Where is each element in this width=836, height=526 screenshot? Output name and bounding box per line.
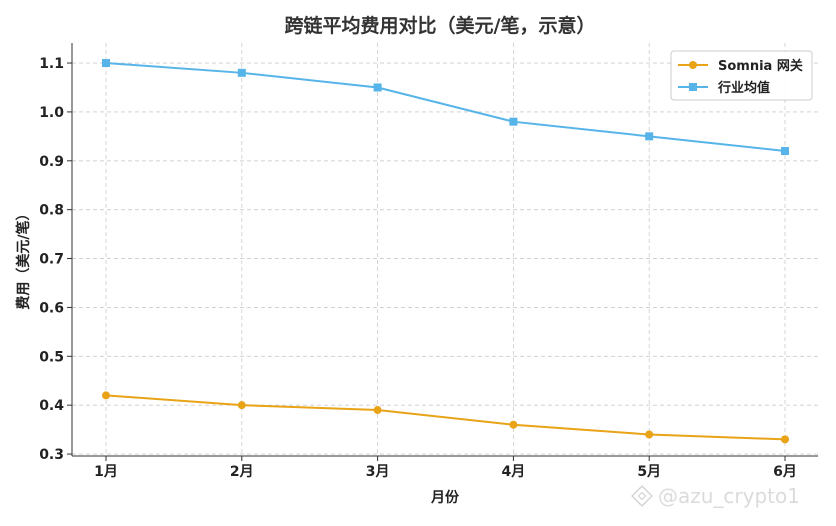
legend-marker (689, 83, 697, 91)
series-line-0 (105, 394, 786, 441)
chart-title: 跨链平均费用对比（美元/笔，示意） (285, 14, 596, 37)
data-point (102, 59, 110, 68)
y-tick-label: 0.3 (39, 447, 64, 463)
data-point (645, 430, 654, 439)
x-tick-label: 4月 (502, 464, 526, 480)
legend-label: Somnia 网关 (718, 58, 803, 74)
x-tick-label: 1月 (94, 464, 118, 480)
data-point (237, 68, 246, 77)
y-tick-label: 0.6 (39, 300, 64, 316)
x-axis-label: 月份 (430, 489, 460, 506)
data-point (102, 391, 110, 400)
watermark-text: @azu_crypto1 (658, 484, 800, 508)
y-tick-label: 0.5 (39, 349, 64, 365)
y-tick-label: 0.4 (39, 398, 64, 414)
data-point (781, 435, 789, 444)
axes: 0.3 0.4 0.5 0.6 0.7 0.8 0.9 1.0 1.1 1月 2月 3月 4月 5月 6月 (39, 43, 818, 480)
y-tick-label: 0.9 (39, 154, 64, 170)
x-tick-label: 3月 (366, 464, 390, 480)
y-tick-label: 1.0 (39, 105, 64, 121)
watermark: @azu_crypto1 (631, 484, 800, 508)
data-point (781, 147, 789, 156)
binance-logo-icon (631, 485, 653, 507)
data-point (509, 117, 518, 126)
y-axis-label: 费用（美元/笔） (15, 206, 32, 309)
data-point (237, 401, 246, 410)
grid (72, 43, 818, 456)
y-tick-label: 0.8 (39, 203, 64, 219)
data-point (373, 83, 382, 92)
legend-label: 行业均值 (717, 80, 770, 96)
y-tick-label: 0.7 (39, 252, 64, 268)
data-point (645, 132, 654, 141)
y-tick-label: 1.1 (39, 56, 64, 72)
data-point (373, 406, 382, 415)
legend-marker (689, 61, 697, 69)
data-point (509, 420, 518, 429)
series-line-1 (105, 62, 786, 153)
x-tick-label: 5月 (637, 464, 661, 480)
series-group (102, 59, 789, 444)
x-tick-label: 6月 (773, 464, 797, 480)
x-tick-label: 2月 (230, 464, 254, 480)
